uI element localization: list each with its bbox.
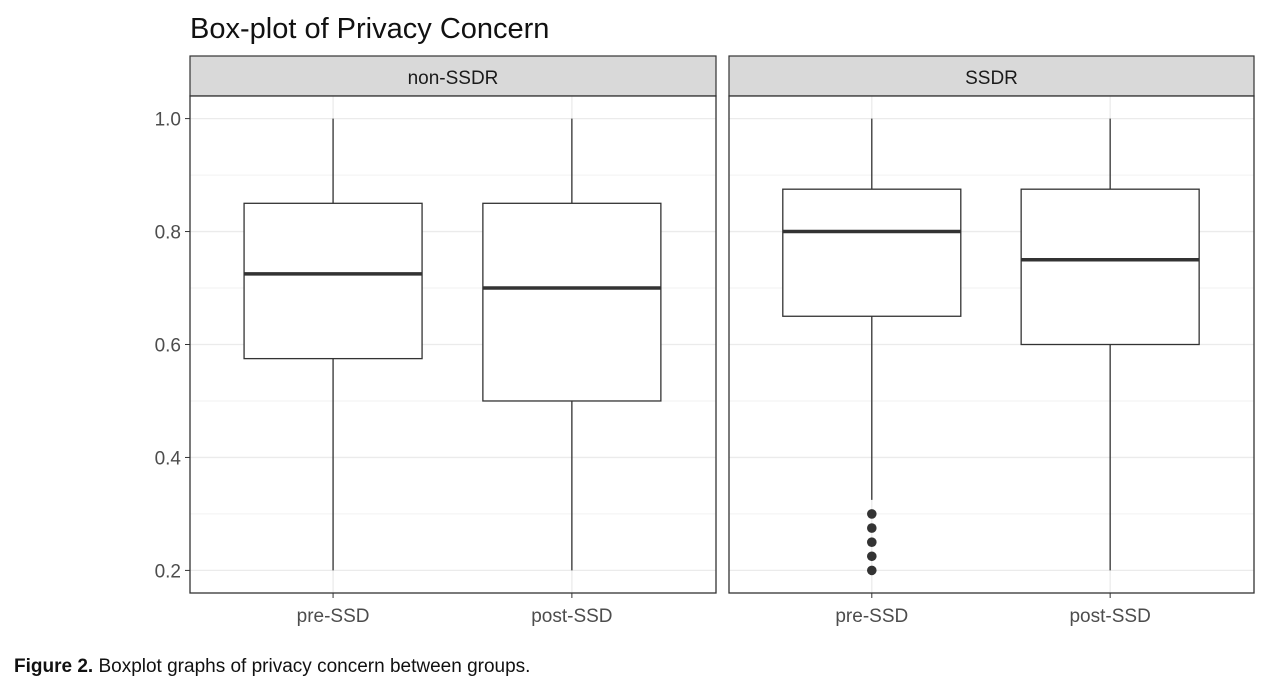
panel-border (189, 95, 717, 594)
outlier-point (867, 509, 877, 519)
facet-strip (728, 55, 1255, 97)
y-tick-label: 0.2 (155, 561, 181, 582)
x-tick-label: pre-SSD (297, 606, 370, 627)
x-tick-label: post-SSD (1069, 606, 1150, 627)
iqr-box (482, 202, 662, 402)
iqr-box (243, 202, 423, 360)
figure-caption: Figure 2. Boxplot graphs of privacy conc… (14, 656, 530, 678)
iqr-box (1020, 188, 1200, 346)
outlier-point (867, 565, 877, 576)
chart-title: Box-plot of Privacy Concern (190, 13, 549, 45)
facet-strip-label: non-SSDR (408, 68, 499, 89)
y-tick-label: 0.6 (155, 336, 181, 357)
boxplot-chart: Box-plot of Privacy Concern 0.2 0.4 0.6 0.8 1… (155, 13, 1255, 627)
caption-text: Boxplot graphs of privacy concern betwee… (93, 656, 531, 677)
outlier-point (867, 523, 877, 533)
outlier-point (867, 537, 877, 547)
box-SSDR-post-SSD (1020, 118, 1200, 571)
outlier-point (867, 551, 877, 562)
x-tick-label: pre-SSD (835, 606, 908, 627)
box-non-SSDR-post-SSD (482, 118, 662, 571)
panel-border (728, 95, 1255, 594)
x-tick-label: post-SSD (531, 606, 612, 627)
y-tick-label: 0.4 (155, 448, 182, 469)
facet-strip-label: SSDR (965, 68, 1018, 89)
box-non-SSDR-pre-SSD (243, 118, 423, 571)
facet-strip (189, 55, 717, 97)
y-tick-label: 0.8 (155, 223, 181, 244)
box-SSDR-pre-SSD (782, 118, 962, 576)
y-tick-label: 1.0 (155, 110, 181, 131)
figure-label: Figure 2. (14, 656, 94, 677)
iqr-box (782, 188, 962, 317)
